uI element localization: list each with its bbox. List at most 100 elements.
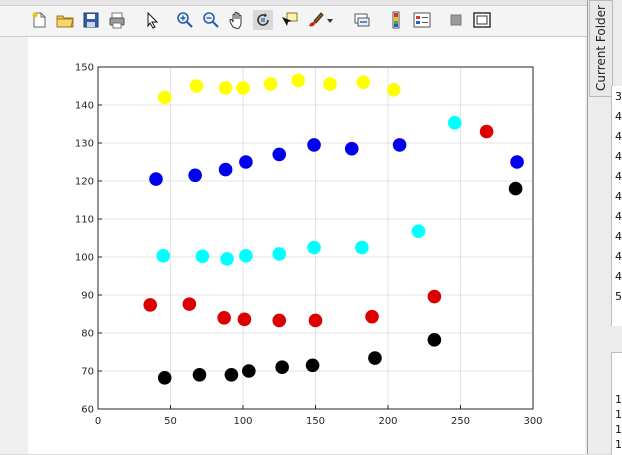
- scatter-point: [392, 138, 407, 152]
- figure-canvas: 0 50 100 150 200 250 300 60 70 80 90 100 110 120 130 14…: [28, 37, 585, 454]
- scatter-point: [427, 289, 442, 304]
- y-tick-label: 100: [75, 253, 94, 264]
- zoom-out-icon[interactable]: [201, 10, 221, 30]
- y-tick-label: 80: [81, 329, 94, 340]
- folder-row[interactable]: 4: [615, 110, 622, 123]
- x-tick-label: 300: [523, 416, 542, 427]
- save-icon[interactable]: [81, 10, 101, 30]
- x-tick-label: 0: [95, 416, 101, 427]
- scatter-point: [323, 77, 337, 91]
- open-file-icon[interactable]: [55, 10, 75, 30]
- scatter-point: [156, 249, 171, 263]
- x-tick-label: 250: [451, 416, 470, 427]
- scatter-point: [275, 360, 289, 375]
- scatter-point: [157, 371, 172, 385]
- scatter-point: [220, 252, 234, 266]
- folder-row[interactable]: 4: [615, 250, 622, 263]
- hide-plot-tools-icon[interactable]: [446, 10, 466, 30]
- scatter-point: [344, 141, 359, 156]
- scatter-point: [182, 297, 197, 311]
- y-tick-label: 90: [81, 291, 94, 302]
- workspace-row[interactable]: 1: [615, 408, 622, 421]
- folder-row[interactable]: 4: [615, 170, 622, 183]
- current-folder-label: Current Folder: [594, 5, 608, 92]
- folder-row[interactable]: 3: [615, 90, 622, 103]
- scatter-point: [305, 358, 320, 373]
- scatter-point: [157, 90, 172, 105]
- scatter-point: [263, 77, 278, 91]
- y-tick-label: 120: [75, 177, 94, 188]
- scatter-point: [307, 138, 321, 152]
- title-bar: [0, 0, 587, 6]
- brush-dropdown-icon[interactable]: [324, 10, 336, 30]
- scatter-point: [427, 333, 442, 347]
- scatter-point: [272, 247, 287, 261]
- scatter-point: [387, 83, 401, 97]
- scatter-point: [510, 155, 524, 169]
- scatter-point: [508, 181, 523, 196]
- workspace-row[interactable]: 1: [615, 438, 622, 451]
- current-folder-list[interactable]: 3 4 4 4 4 4 4 4 4 4 5: [611, 86, 622, 326]
- insert-colorbar-icon[interactable]: [386, 10, 406, 30]
- scatter-point: [149, 172, 163, 186]
- brush-icon[interactable]: [305, 10, 325, 30]
- current-folder-tab[interactable]: Current Folder: [589, 0, 613, 97]
- edit-plot-arrow-icon[interactable]: [142, 10, 162, 30]
- scatter-point: [272, 147, 287, 162]
- insert-legend-icon[interactable]: [412, 10, 432, 30]
- folder-row[interactable]: 4: [615, 270, 622, 283]
- y-tick-label: 150: [75, 63, 94, 74]
- x-tick-label: 100: [233, 416, 252, 427]
- figure-toolbar: [0, 6, 587, 37]
- scatter-point: [355, 240, 369, 255]
- print-icon[interactable]: [107, 10, 127, 30]
- y-tick-label: 140: [75, 101, 94, 112]
- scatter-point: [189, 79, 204, 93]
- folder-row[interactable]: 5: [615, 290, 622, 303]
- x-tick-label: 200: [378, 416, 397, 427]
- y-tick-label: 60: [81, 405, 94, 416]
- scatter-point: [195, 249, 210, 264]
- folder-row[interactable]: 4: [615, 190, 622, 203]
- scatter-point: [224, 368, 239, 382]
- scatter-point: [307, 240, 321, 255]
- figure-window: 0 50 100 150 200 250 300 60 70 80 90 100 110 120 130 14…: [0, 0, 588, 454]
- y-tick-label: 70: [81, 367, 94, 378]
- folder-row[interactable]: 4: [615, 130, 622, 143]
- x-tick-label: 50: [164, 416, 177, 427]
- scatter-point: [242, 364, 256, 378]
- new-figure-icon[interactable]: [29, 10, 49, 30]
- scatter-point: [143, 298, 157, 312]
- pan-hand-icon[interactable]: [227, 10, 247, 30]
- scatter-point: [192, 368, 207, 382]
- folder-row[interactable]: 4: [615, 150, 622, 163]
- folder-row[interactable]: 4: [615, 210, 622, 223]
- scatter-point: [217, 311, 231, 325]
- axis-ticks: 0 50 100 150 200 250 300 60 70 80 90 100 110 120 130 14…: [75, 63, 543, 428]
- workspace-panel[interactable]: 1 1 1 1: [611, 352, 622, 455]
- link-plot-icon[interactable]: [352, 10, 372, 30]
- y-tick-label: 130: [75, 139, 94, 150]
- workspace-row[interactable]: 1: [615, 423, 622, 436]
- scatter-point: [368, 351, 382, 365]
- scatter-point: [218, 162, 233, 177]
- zoom-in-icon[interactable]: [175, 10, 195, 30]
- rotate-3d-icon[interactable]: [253, 10, 273, 30]
- scatter-point: [479, 124, 494, 139]
- scatter-point: [188, 168, 202, 183]
- data-cursor-icon[interactable]: [279, 10, 299, 30]
- workspace-row[interactable]: 1: [615, 393, 622, 406]
- scatter-point: [411, 224, 426, 238]
- scatter-point: [239, 249, 253, 263]
- scatter-point: [239, 155, 253, 169]
- scatter-point: [291, 73, 305, 88]
- data-points: [143, 73, 524, 385]
- show-plot-tools-icon[interactable]: [472, 10, 492, 30]
- scatter-point: [237, 312, 252, 327]
- x-tick-label: 150: [306, 416, 325, 427]
- scatter-point: [236, 81, 250, 95]
- scatter-point: [218, 81, 233, 95]
- folder-row[interactable]: 4: [615, 230, 622, 243]
- grid-lines: [97, 66, 534, 410]
- scatter-point: [356, 75, 371, 89]
